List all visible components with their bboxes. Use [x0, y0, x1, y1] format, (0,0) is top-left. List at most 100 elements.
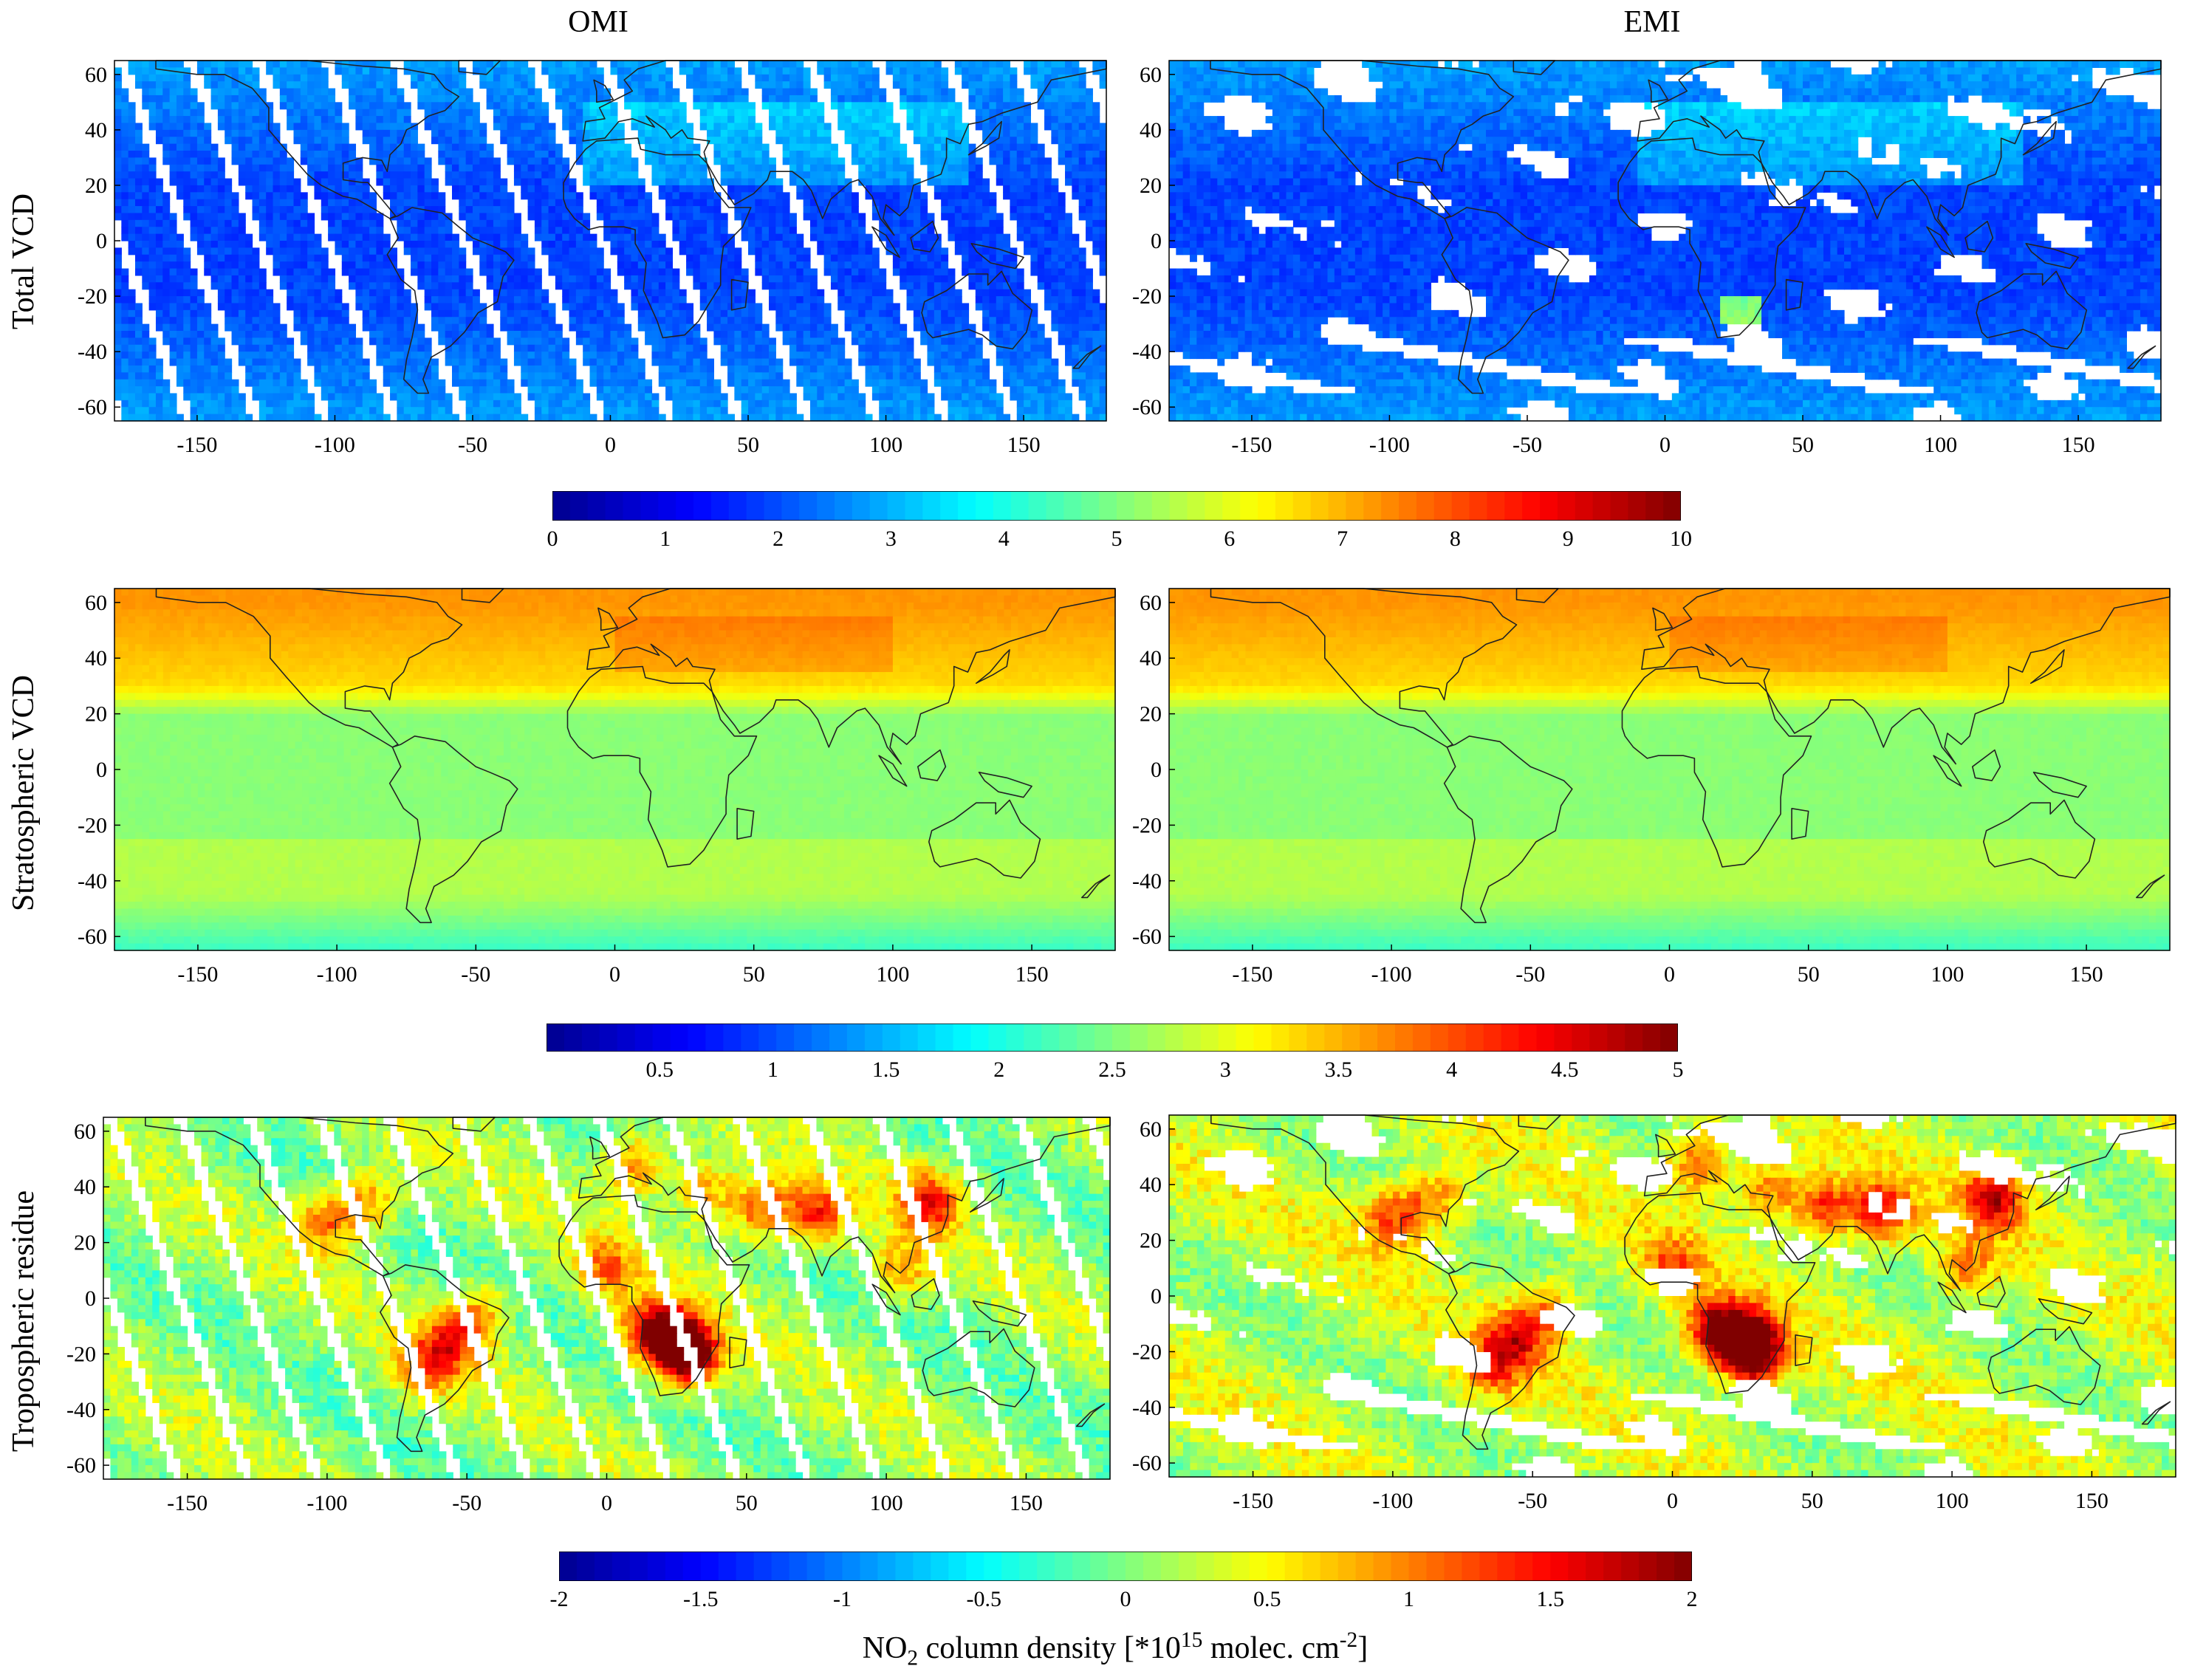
- x-tick-label: -100: [1369, 433, 1410, 457]
- x-tick-label: 50: [1801, 1489, 1823, 1513]
- y-tick-label: -60: [78, 925, 107, 949]
- x-tick-label: -150: [1233, 1489, 1273, 1513]
- y-tick-label: 60: [85, 591, 107, 615]
- y-tick-label: 0: [96, 758, 107, 782]
- y-tick-label: -20: [66, 1342, 96, 1366]
- x-tick-label: 100: [1924, 433, 1957, 457]
- x-tick-label: 50: [1792, 433, 1814, 457]
- colorbar-tick-label: 2: [773, 527, 784, 552]
- y-tick-label: -60: [78, 395, 107, 419]
- y-tick-label: 40: [85, 118, 107, 143]
- colorbar-tick-label: 7: [1337, 527, 1348, 552]
- y-tick-label: 60: [1140, 591, 1162, 615]
- y-tick-label: -40: [1132, 340, 1162, 364]
- coastlines: [1210, 588, 2171, 924]
- x-tick-label: -100: [317, 962, 357, 987]
- colorbar-tick-label: 1: [767, 1057, 778, 1083]
- y-tick-label: -40: [1132, 869, 1162, 894]
- y-tick-label: -40: [78, 869, 107, 894]
- row-title-stratospheric-vcd: Stratospheric VCD: [6, 498, 41, 1088]
- x-tick-label: 150: [2075, 1489, 2109, 1513]
- colorbar-tick-label: 3.5: [1325, 1057, 1353, 1083]
- colorbar-tick-label: 9: [1563, 527, 1574, 552]
- y-tick-label: -20: [78, 813, 107, 837]
- y-tick-label: 40: [74, 1175, 96, 1199]
- x-tick-label: 0: [1659, 433, 1671, 457]
- colorbar-tick-label: -1.5: [683, 1587, 719, 1612]
- colorbar-tick-label: 5: [1673, 1057, 1684, 1083]
- colorbar-tick-label: 10: [1670, 527, 1692, 552]
- y-tick-label: -40: [66, 1398, 96, 1422]
- y-tick-label: -20: [1132, 1340, 1162, 1364]
- x-tick-label: -150: [1231, 433, 1272, 457]
- colorbar-tick-label: 1: [660, 527, 671, 552]
- x-tick-label: -100: [306, 1491, 347, 1515]
- colorbar-tick-label: 0: [1120, 1587, 1131, 1612]
- x-tick-label: 100: [1936, 1489, 1969, 1513]
- colorbar-tick-label: 5: [1111, 527, 1123, 552]
- colorbar-tick-label: 0.5: [1253, 1587, 1281, 1612]
- y-tick-label: 40: [1140, 646, 1162, 671]
- y-tick-label: -60: [66, 1453, 96, 1478]
- y-tick-label: 0: [1151, 229, 1162, 253]
- map-panel-omi-strat: -150 -100 -50 0 50 100 150 60 40 20 0 -20 -40 -60: [78, 588, 1116, 987]
- colorbar-trop: -2 -1.5 -1 -0.5 0 0.5 1 1.5 2: [550, 1551, 1698, 1611]
- row-title-total-vcd: Total VCD: [6, 0, 41, 557]
- colorbar-tick-label: 0: [547, 527, 558, 552]
- y-tick-label: 60: [74, 1120, 96, 1144]
- y-tick-label: 60: [85, 63, 107, 87]
- y-tick-label: 0: [96, 229, 107, 253]
- heatmap-svg: -150 -100 -50 0 50 100 150 60 40 20 0 -20 -40 -60: [1132, 60, 2162, 457]
- x-tick-label: 150: [2062, 433, 2095, 457]
- heatmap-svg: -150 -100 -50 0 50 100 150 60 40 20 0 -20 -40 -60: [1132, 1114, 2176, 1513]
- heatmap-svg: -150 -100 -50 0 50 100 150 60 40 20 0 -20 -40 -60: [78, 60, 1107, 457]
- x-tick-label: 100: [869, 433, 902, 457]
- x-tick-label: 0: [605, 433, 616, 457]
- colorbar-tick-label: 1: [1403, 1587, 1414, 1612]
- colorbar-tick-label: 6: [1224, 527, 1235, 552]
- colorbar-tick-label: -2: [550, 1587, 569, 1612]
- colorbar-axis-label: NO2 column density [*1015 molec. cm-2]: [863, 1628, 1368, 1670]
- x-tick-label: -150: [1232, 962, 1272, 987]
- colorbar-tick-label: 2: [1687, 1587, 1698, 1612]
- x-tick-label: -50: [461, 962, 490, 987]
- x-tick-label: 0: [1667, 1489, 1678, 1513]
- x-tick-label: 150: [1010, 1491, 1043, 1515]
- y-tick-label: 40: [1140, 118, 1162, 143]
- x-tick-label: 100: [876, 962, 909, 987]
- map-panel-emi-strat: -150 -100 -50 0 50 100 150 60 40 20 0 -20 -40 -60: [1132, 588, 2171, 987]
- y-tick-label: 60: [1140, 63, 1162, 87]
- x-tick-label: -150: [177, 433, 217, 457]
- colorbar-tick-label: 8: [1450, 527, 1461, 552]
- x-tick-label: 50: [736, 1491, 758, 1515]
- x-tick-label: 0: [1664, 962, 1675, 987]
- x-tick-label: 150: [2070, 962, 2103, 987]
- x-tick-label: 50: [737, 433, 759, 457]
- x-tick-label: 0: [601, 1491, 612, 1515]
- colorbar-tick-label: -0.5: [967, 1587, 1002, 1612]
- heatmap-cells: [114, 589, 1116, 951]
- y-tick-label: 40: [1140, 1173, 1162, 1197]
- y-tick-label: 20: [1140, 1229, 1162, 1253]
- colorbar-tick-label: 2: [993, 1057, 1004, 1083]
- x-tick-label: -50: [452, 1491, 482, 1515]
- x-tick-label: 150: [1007, 433, 1041, 457]
- y-tick-label: 20: [1140, 174, 1162, 198]
- x-tick-label: -100: [1371, 962, 1412, 987]
- y-tick-label: 20: [85, 702, 107, 727]
- x-tick-label: -150: [167, 1491, 208, 1515]
- y-tick-label: -60: [1132, 925, 1162, 949]
- y-tick-label: 0: [1151, 1284, 1162, 1309]
- y-tick-label: 0: [1151, 758, 1162, 782]
- x-tick-label: -150: [177, 962, 218, 987]
- colorbar-tick-label: 0.5: [645, 1057, 674, 1083]
- x-tick-label: 150: [1015, 962, 1049, 987]
- colorbar-tick-label: 1.5: [872, 1057, 900, 1083]
- x-tick-label: 100: [870, 1491, 903, 1515]
- colorbar-tick-label: 3: [1220, 1057, 1231, 1083]
- column-title-omi: OMI: [451, 4, 746, 40]
- colorbar-tick-label: 2.5: [1098, 1057, 1126, 1083]
- colorbar-tick-label: 4.5: [1551, 1057, 1579, 1083]
- y-tick-label: 0: [85, 1286, 96, 1311]
- map-panel-emi-trop: -150 -100 -50 0 50 100 150 60 40 20 0 -20 -40 -60: [1132, 1114, 2176, 1513]
